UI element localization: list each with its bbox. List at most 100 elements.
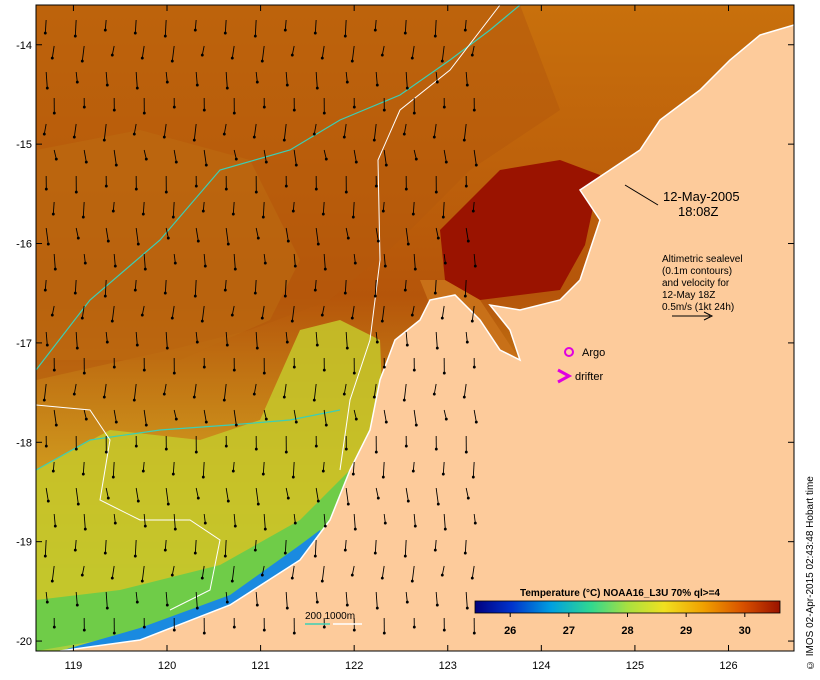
velocity-arrow-head bbox=[51, 469, 55, 473]
lat-tick-label-4: -18 bbox=[16, 437, 32, 449]
velocity-arrow bbox=[74, 19, 77, 37]
velocity-arrow bbox=[313, 123, 317, 135]
lon-tick-label-2: 121 bbox=[251, 660, 269, 672]
velocity-arrow-head bbox=[472, 631, 476, 635]
velocity-arrow bbox=[443, 409, 447, 420]
velocity-arrow-head bbox=[260, 316, 264, 320]
velocity-arrow-head bbox=[313, 31, 317, 35]
velocity-arrow-head bbox=[293, 264, 297, 268]
velocity-arrow bbox=[321, 305, 325, 316]
velocity-arrow-head bbox=[110, 53, 114, 57]
velocity-arrow-head bbox=[375, 340, 379, 344]
velocity-arrow-head bbox=[222, 132, 226, 136]
velocity-arrow-head bbox=[73, 34, 77, 38]
velocity-arrow bbox=[473, 149, 477, 166]
velocity-arrow-head bbox=[463, 294, 467, 298]
velocity-arrow bbox=[433, 123, 437, 138]
velocity-arrow-head bbox=[404, 444, 408, 448]
velocity-arrow-head bbox=[294, 163, 298, 167]
velocity-arrow bbox=[314, 539, 317, 557]
velocity-arrow bbox=[111, 565, 115, 579]
velocity-arrow bbox=[201, 45, 205, 56]
velocity-arrow bbox=[53, 149, 57, 160]
velocity-arrow bbox=[194, 279, 197, 297]
velocity-arrow-head bbox=[262, 371, 266, 375]
contour-1000m bbox=[36, 404, 221, 611]
velocity-arrow bbox=[83, 409, 87, 420]
velocity-arrow-head bbox=[74, 190, 78, 194]
velocity-arrow bbox=[113, 253, 116, 267]
velocity-arrow-head bbox=[344, 190, 348, 194]
velocity-arrow bbox=[193, 123, 197, 141]
velocity-arrow-head bbox=[284, 450, 288, 454]
velocity-arrow-head bbox=[163, 548, 167, 552]
velocity-arrow-head bbox=[470, 53, 474, 57]
velocity-arrow bbox=[405, 71, 408, 89]
velocity-arrow bbox=[111, 305, 115, 322]
velocity-arrow bbox=[83, 149, 87, 163]
velocity-arrow-head bbox=[72, 392, 76, 396]
velocity-arrow-head bbox=[82, 105, 86, 109]
velocity-arrow bbox=[465, 487, 469, 499]
velocity-arrow bbox=[194, 19, 197, 31]
velocity-arrow-head bbox=[434, 190, 438, 194]
velocity-arrow bbox=[195, 331, 198, 343]
velocity-arrow-head bbox=[255, 80, 259, 84]
velocity-arrow bbox=[413, 409, 417, 426]
lat-tick-label-0: -14 bbox=[16, 40, 32, 52]
velocity-arrow-head bbox=[82, 371, 86, 375]
velocity-arrow-head bbox=[233, 524, 237, 528]
velocity-arrow-head bbox=[230, 56, 234, 60]
velocity-arrow bbox=[105, 71, 108, 86]
velocity-arrow-head bbox=[104, 450, 108, 454]
velocity-arrow bbox=[105, 591, 108, 609]
info-line-2: (0.1m contours) bbox=[662, 266, 732, 277]
argo-label: Argo bbox=[582, 347, 605, 359]
velocity-arrow-head bbox=[315, 343, 319, 347]
velocity-arrow bbox=[165, 591, 168, 606]
velocity-arrow-head bbox=[165, 603, 169, 607]
axis-ticks: 119 120 121 122 123 124 125 126 -14 -15 -16 -17 -18 -… bbox=[16, 5, 794, 672]
velocity-arrow bbox=[142, 461, 145, 472]
velocity-arrow-head bbox=[350, 59, 354, 63]
velocity-arrow-head bbox=[44, 444, 48, 448]
lon-tick-label-6: 125 bbox=[626, 660, 644, 672]
velocity-arrow-head bbox=[283, 551, 287, 555]
velocity-arrow-head bbox=[322, 368, 326, 372]
velocity-arrow-head bbox=[291, 475, 295, 479]
velocity-arrow bbox=[143, 409, 147, 426]
velocity-arrow bbox=[263, 149, 267, 163]
lon-tick-label-3: 122 bbox=[345, 660, 363, 672]
velocity-scale-arrow bbox=[672, 311, 714, 321]
velocity-arrow-head bbox=[253, 291, 257, 295]
velocity-arrow-head bbox=[132, 132, 136, 136]
velocity-arrow bbox=[135, 227, 139, 245]
velocity-arrow bbox=[193, 383, 197, 398]
velocity-arrow-head bbox=[290, 53, 294, 57]
velocity-arrow-head bbox=[232, 625, 236, 629]
velocity-arrow bbox=[263, 513, 266, 530]
velocity-arrow-head bbox=[434, 447, 438, 451]
velocity-arrow bbox=[73, 383, 77, 395]
velocity-arrow-head bbox=[382, 365, 386, 369]
velocity-arrow-head bbox=[413, 524, 417, 528]
velocity-arrow bbox=[345, 331, 348, 349]
velocity-arrow bbox=[405, 487, 409, 502]
velocity-arrow-head bbox=[410, 56, 414, 60]
velocity-arrow-head bbox=[253, 548, 257, 552]
velocity-arrow bbox=[143, 149, 147, 160]
velocity-arrow-head bbox=[74, 447, 78, 451]
velocity-arrow-head bbox=[403, 31, 407, 35]
velocity-arrow bbox=[254, 279, 257, 294]
velocity-arrow bbox=[323, 149, 327, 160]
argo-marker-icon bbox=[564, 347, 574, 357]
lat-tick-label-6: -20 bbox=[16, 636, 32, 648]
velocity-arrow-head bbox=[223, 288, 227, 292]
velocity-arrow-head bbox=[375, 606, 379, 610]
velocity-arrow-head bbox=[104, 184, 108, 188]
velocity-arrow-head bbox=[350, 573, 354, 577]
date-label-line1: 12-May-2005 bbox=[663, 189, 740, 204]
velocity-arrow bbox=[464, 279, 467, 297]
velocity-arrow-head bbox=[462, 395, 466, 399]
velocity-arrow bbox=[224, 539, 227, 557]
